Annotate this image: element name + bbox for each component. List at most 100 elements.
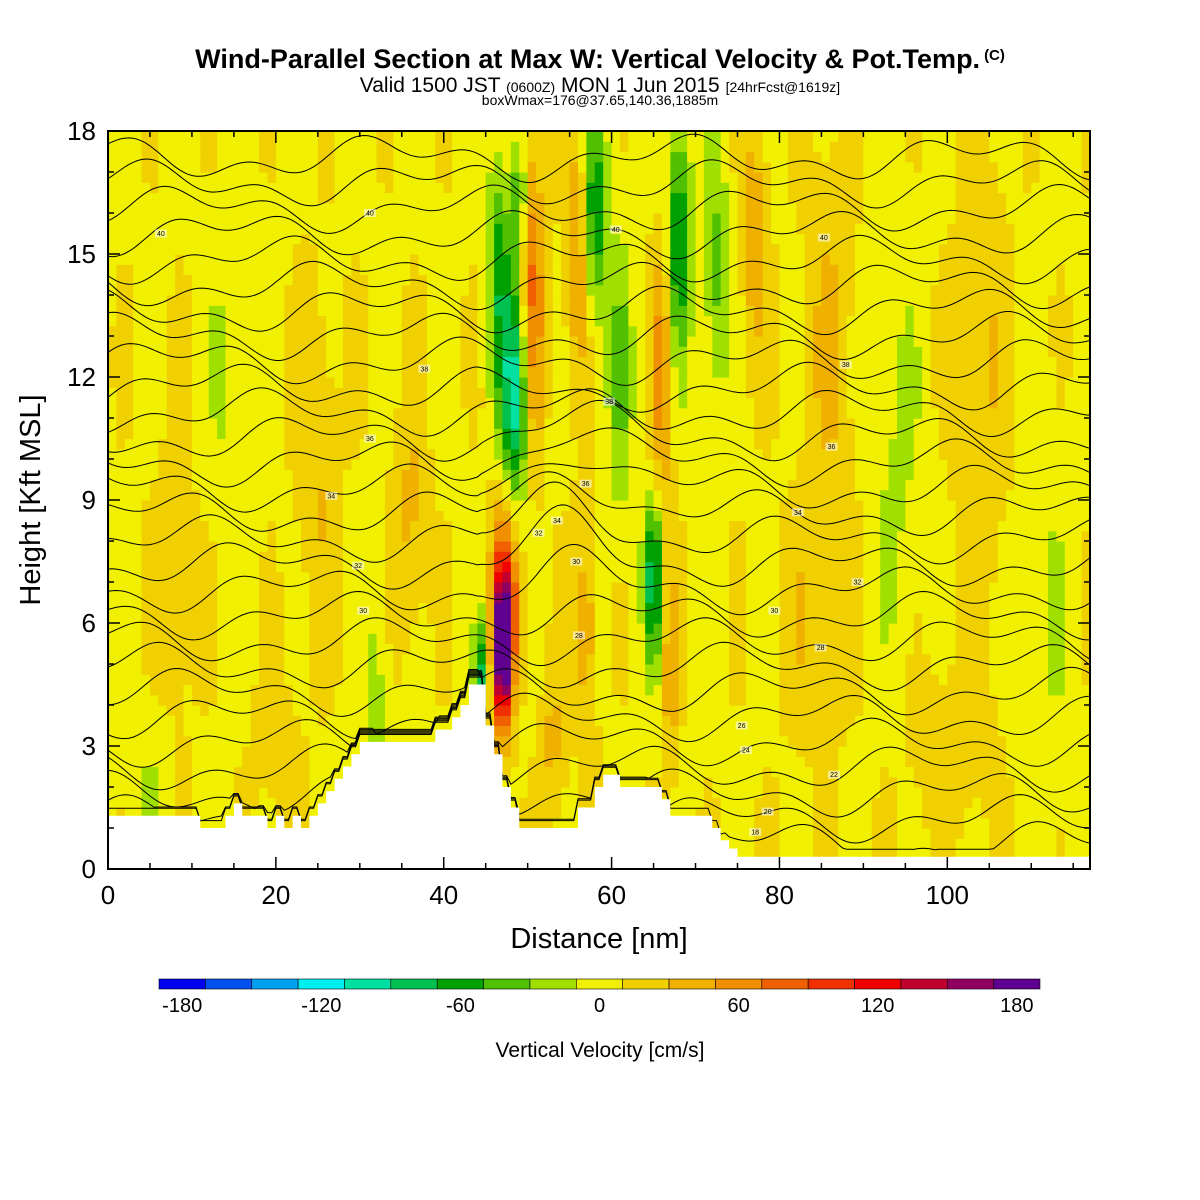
velocity-cell [653,131,663,142]
velocity-cell [166,479,176,491]
velocity-cell [594,428,604,440]
velocity-cell [426,469,436,481]
velocity-cell [468,541,478,552]
velocity-cell [670,623,680,634]
velocity-cell [149,571,159,583]
velocity-cell [259,633,269,645]
velocity-cell [477,233,487,245]
velocity-cell [653,571,663,583]
velocity-cell [158,223,168,235]
velocity-cell [124,705,134,716]
velocity-cell [301,817,311,829]
velocity-cell [594,131,604,142]
velocity-cell [124,182,134,194]
velocity-cell [217,233,227,245]
velocity-cell [359,551,369,563]
velocity-cell [259,684,269,696]
velocity-cell [552,223,562,235]
velocity-cell [267,366,277,378]
velocity-cell [368,377,378,388]
velocity-cell [334,684,344,696]
velocity-cell [292,489,302,501]
velocity-cell [611,530,621,542]
velocity-cell [452,243,462,255]
velocity-cell [191,295,201,306]
velocity-cell [267,694,277,706]
velocity-cell [351,172,361,183]
velocity-cell [242,459,252,470]
velocity-cell [233,735,243,747]
velocity-cell [124,674,134,686]
velocity-cell [292,295,302,306]
velocity-cell [393,377,403,388]
velocity-cell [418,684,428,696]
velocity-cell [426,295,436,306]
velocity-cell [384,131,394,142]
velocity-cell [200,684,210,696]
velocity-cell [645,489,655,501]
velocity-cell [502,233,512,245]
velocity-cell [586,715,596,727]
velocity-cell [561,787,571,798]
velocity-cell [578,264,588,276]
velocity-cell [527,356,537,368]
velocity-cell [158,407,168,419]
velocity-cell [183,315,193,327]
velocity-cell [594,582,604,593]
velocity-cell [418,182,428,194]
velocity-cell [334,602,344,614]
velocity-cell [418,141,428,153]
velocity-cell [217,633,227,645]
velocity-cell [468,377,478,388]
velocity-cell [108,807,117,819]
velocity-cell [309,479,319,491]
velocity-cell [510,254,520,265]
velocity-cell [653,459,663,470]
velocity-cell [124,428,134,440]
velocity-cell [502,182,512,194]
velocity-cell [603,582,613,593]
velocity-cell [351,479,361,491]
velocity-cell [149,520,159,532]
velocity-cell [368,469,378,481]
velocity-cell [233,787,243,798]
velocity-cell [217,182,227,194]
velocity-cell [166,551,176,563]
velocity-cell [133,530,143,542]
velocity-cell [678,479,688,491]
velocity-cell [158,776,168,788]
velocity-cell [334,284,344,296]
velocity-cell [645,633,655,645]
velocity-cell [678,161,688,173]
velocity-cell [208,284,218,296]
velocity-cell [267,746,277,757]
velocity-cell [217,551,227,563]
velocity-cell [594,448,604,460]
velocity-cell [393,705,403,716]
velocity-cell [301,284,311,296]
velocity-cell [426,315,436,327]
velocity-cell [259,418,269,429]
velocity-cell [326,510,336,522]
velocity-cell [578,489,588,501]
velocity-cell [250,366,260,378]
velocity-cell [468,500,478,511]
velocity-cell [141,612,151,624]
velocity-cell [259,397,269,409]
velocity-cell [368,561,378,573]
velocity-cell [578,336,588,347]
velocity-cell [569,602,579,614]
velocity-cell [653,192,663,204]
velocity-cell [410,356,420,368]
velocity-cell [191,684,201,696]
velocity-cell [502,172,512,183]
velocity-cell [544,397,554,409]
velocity-cell [544,418,554,429]
velocity-cell [284,161,294,173]
velocity-cell [569,489,579,501]
velocity-cell [317,541,327,552]
velocity-cell [619,151,629,163]
velocity-cell [552,377,562,388]
velocity-cell [309,418,319,429]
velocity-cell [401,131,411,142]
